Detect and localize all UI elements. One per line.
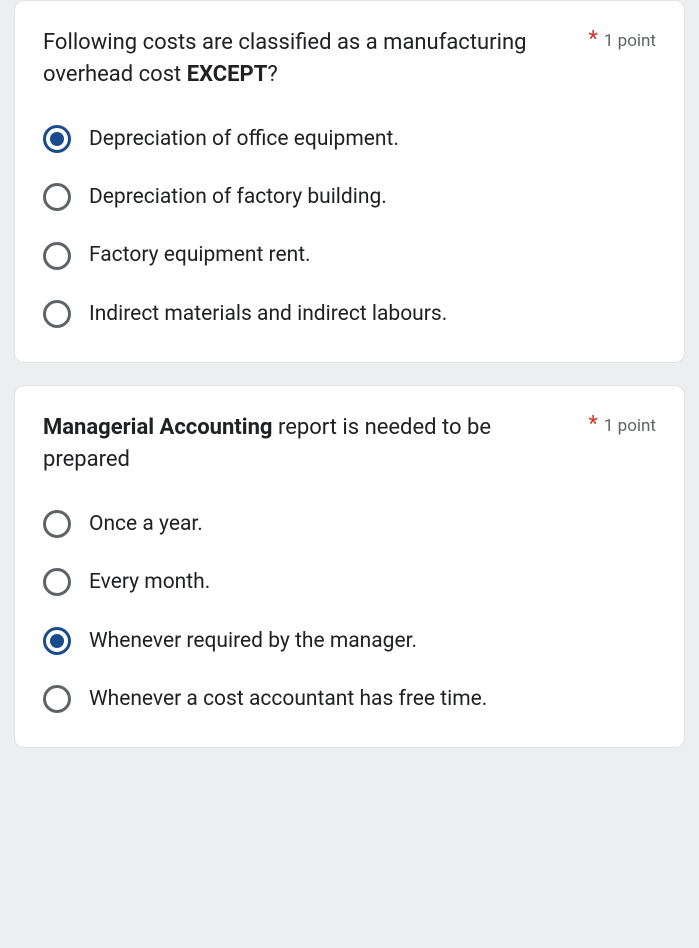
radio-icon	[43, 300, 71, 328]
radio-icon	[43, 568, 71, 596]
question-card: Managerial Accounting report is needed t…	[14, 385, 685, 748]
options-group: Depreciation of office equipment. Deprec…	[43, 125, 656, 328]
question-card: Following costs are classified as a manu…	[14, 0, 685, 363]
option-label: Depreciation of office equipment.	[89, 125, 399, 153]
question-text-after: ?	[267, 62, 277, 87]
question-meta: * 1 point	[588, 27, 656, 51]
question-header: Following costs are classified as a manu…	[43, 27, 656, 91]
question-text-bold: EXCEPT	[187, 62, 268, 87]
option-item[interactable]: Indirect materials and indirect labours.	[43, 300, 656, 328]
option-item[interactable]: Every month.	[43, 568, 656, 596]
option-label: Whenever a cost accountant has free time…	[89, 685, 487, 713]
radio-icon	[43, 510, 71, 538]
option-label: Every month.	[89, 568, 210, 596]
required-indicator: *	[588, 414, 597, 436]
option-item[interactable]: Depreciation of factory building.	[43, 183, 656, 211]
option-item[interactable]: Whenever required by the manager.	[43, 627, 656, 655]
question-header: Managerial Accounting report is needed t…	[43, 412, 656, 476]
question-text: Managerial Accounting report is needed t…	[43, 412, 580, 476]
option-item[interactable]: Once a year.	[43, 510, 656, 538]
question-text-before: Following costs are classified as a manu…	[43, 30, 526, 87]
radio-icon	[43, 242, 71, 270]
option-item[interactable]: Depreciation of office equipment.	[43, 125, 656, 153]
question-text-bold: Managerial Accounting	[43, 415, 272, 440]
option-label: Once a year.	[89, 510, 203, 538]
radio-icon	[43, 183, 71, 211]
question-text: Following costs are classified as a manu…	[43, 27, 580, 91]
options-group: Once a year. Every month. Whenever requi…	[43, 510, 656, 713]
option-label: Factory equipment rent.	[89, 241, 311, 269]
option-label: Indirect materials and indirect labours.	[89, 300, 447, 328]
required-indicator: *	[588, 29, 597, 51]
radio-icon	[43, 627, 71, 655]
option-label: Whenever required by the manager.	[89, 627, 417, 655]
points-label: 1 point	[604, 31, 656, 51]
option-label: Depreciation of factory building.	[89, 183, 387, 211]
radio-icon	[43, 685, 71, 713]
question-meta: * 1 point	[588, 412, 656, 436]
radio-icon	[43, 125, 71, 153]
points-label: 1 point	[604, 416, 656, 436]
option-item[interactable]: Factory equipment rent.	[43, 241, 656, 269]
option-item[interactable]: Whenever a cost accountant has free time…	[43, 685, 656, 713]
